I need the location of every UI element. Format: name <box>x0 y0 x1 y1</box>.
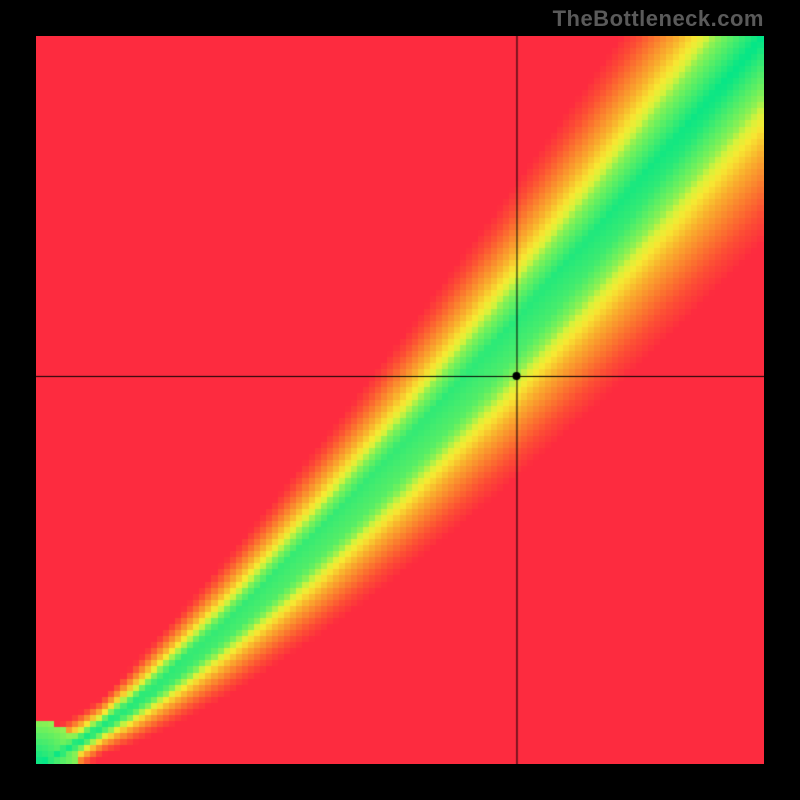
chart-container: TheBottleneck.com <box>0 0 800 800</box>
watermark-text: TheBottleneck.com <box>553 6 764 32</box>
heatmap-plot <box>36 36 764 764</box>
heatmap-canvas <box>36 36 764 764</box>
